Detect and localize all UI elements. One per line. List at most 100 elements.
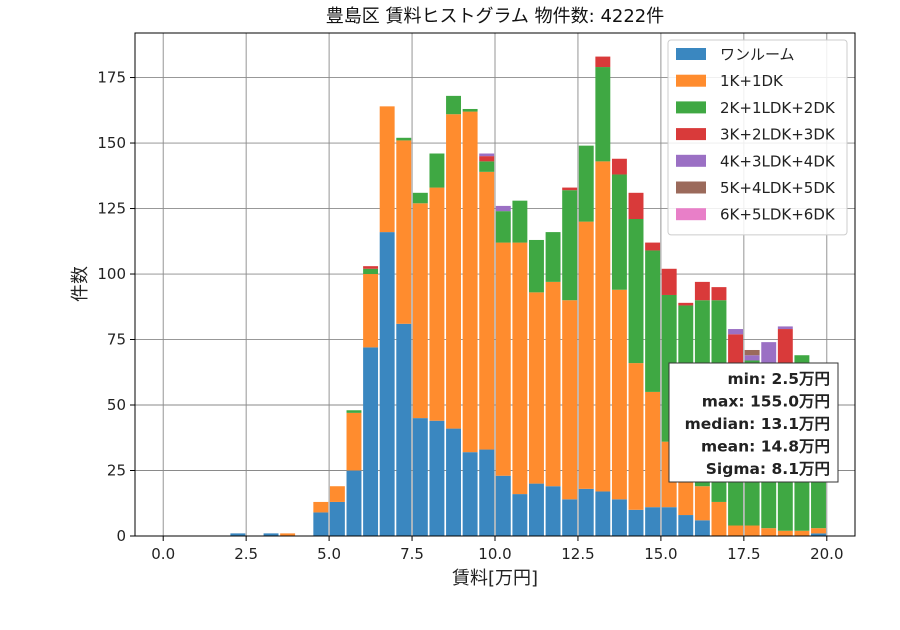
bar-0-19 (545, 486, 561, 536)
bar-2-17 (512, 200, 528, 243)
legend-frame (667, 39, 848, 236)
legend-swatch-3 (676, 128, 706, 141)
legend-swatch-2 (676, 101, 706, 114)
bar-0-11 (412, 418, 428, 536)
bar-1-29 (711, 501, 727, 536)
bar-1-15 (479, 171, 495, 450)
bar-3-30 (728, 334, 744, 369)
bar-1-8 (363, 274, 379, 348)
bar-1-30 (728, 525, 744, 536)
bar-2-14 (462, 108, 478, 112)
bar-2-23 (611, 174, 627, 290)
legend-swatch-1 (676, 74, 706, 87)
bar-0-7 (346, 470, 362, 536)
bar-0-5 (313, 512, 329, 536)
bar-1-33 (777, 530, 793, 536)
bar-1-21 (578, 221, 594, 489)
y-tick-label-4: 100 (97, 265, 126, 283)
bar-4-16 (495, 205, 511, 212)
y-tick-label-6: 150 (97, 134, 126, 152)
bar-0-6 (329, 501, 345, 536)
bar-0-22 (595, 491, 611, 536)
bar-1-10 (396, 140, 412, 324)
bar-2-19 (545, 232, 561, 282)
legend-label-6: 6K+5LDK+6DK (720, 206, 836, 224)
bar-1-6 (329, 486, 345, 502)
x-tick-label-7: 17.5 (727, 545, 760, 563)
bar-1-24 (628, 363, 644, 510)
bar-3-8 (363, 266, 379, 269)
bar-2-15 (479, 161, 495, 172)
stats-line-1: max: 155.0万円 (702, 393, 830, 411)
bar-0-16 (495, 475, 511, 536)
y-tick-label-3: 75 (107, 331, 126, 349)
bar-4-32 (761, 342, 777, 366)
bar-1-20 (562, 300, 578, 500)
legend-swatch-0 (676, 48, 706, 60)
bar-0-15 (479, 449, 495, 536)
x-tick-label-2: 5.0 (317, 545, 341, 563)
legend: ワンルーム 1K+1DK 2K+1LDK+2DK 3K+2LDK+3DK 4K+3LDK… (667, 39, 848, 236)
bar-1-3 (280, 533, 296, 536)
bar-1-13 (446, 114, 461, 429)
bar-1-16 (495, 242, 511, 476)
bar-3-20 (562, 187, 578, 191)
bar-1-23 (611, 289, 627, 500)
bar-1-18 (529, 292, 544, 484)
bar-0-24 (628, 509, 644, 536)
bar-0-12 (429, 420, 445, 536)
x-axis-title: 賃料[万円] (452, 568, 538, 589)
bar-1-22 (595, 161, 611, 492)
legend-label-1: 1K+1DK (720, 72, 784, 90)
bar-3-26 (661, 268, 677, 295)
bar-1-5 (313, 501, 329, 513)
x-tick-label-4: 10.0 (478, 545, 511, 563)
bar-2-10 (396, 137, 412, 141)
bar-2-13 (446, 95, 461, 115)
bar-2-8 (363, 268, 379, 275)
axis-ticks: 0.0 2.5 5.0 7.5 10.0 12.5 15.0 17.5 20.0 0 25 50 75 1… (97, 69, 843, 563)
bar-0-23 (611, 499, 627, 536)
bar-1-7 (346, 412, 362, 471)
bar-1-32 (761, 528, 777, 536)
x-tick-label-1: 2.5 (234, 545, 258, 563)
y-tick-label-7: 175 (97, 69, 126, 87)
bar-0-35 (811, 533, 826, 536)
bar-0-21 (578, 488, 594, 536)
bar-2-12 (429, 153, 445, 188)
legend-swatch-4 (676, 154, 706, 167)
legend-swatch-6 (676, 208, 706, 221)
legend-label-4: 4K+3LDK+4DK (720, 152, 836, 170)
y-tick-label-1: 25 (107, 462, 126, 480)
stats-line-4: Sigma: 8.1万円 (706, 460, 830, 478)
stats-box: min: 2.5万円 max: 155.0万円 median: 13.1万円 mean… (668, 362, 839, 483)
bar-2-18 (529, 239, 544, 293)
y-tick-label-0: 0 (116, 527, 126, 545)
stats-line-0: min: 2.5万円 (727, 370, 830, 388)
bar-0-13 (446, 428, 461, 536)
bar-0-27 (678, 515, 694, 536)
bar-2-24 (628, 219, 644, 364)
stats-line-2: median: 13.1万円 (685, 415, 830, 433)
bar-1-34 (794, 530, 810, 536)
bar-1-9 (379, 106, 395, 233)
bar-2-11 (412, 192, 428, 204)
bar-3-25 (645, 242, 661, 251)
x-tick-label-6: 15.0 (644, 545, 677, 563)
bar-0-28 (694, 520, 710, 536)
x-tick-label-5: 12.5 (561, 545, 594, 563)
y-tick-label-2: 50 (107, 396, 126, 414)
bar-4-33 (777, 326, 793, 330)
x-tick-label-3: 7.5 (400, 545, 424, 563)
bar-0-0 (230, 533, 246, 536)
bar-0-14 (462, 452, 478, 536)
stats-box-frame (668, 362, 839, 483)
stats-line-3: mean: 14.8万円 (701, 438, 830, 456)
bar-2-21 (578, 145, 594, 222)
bar-1-28 (694, 486, 710, 521)
bar-2-7 (346, 410, 362, 413)
bar-4-15 (479, 153, 495, 157)
bar-1-17 (512, 242, 528, 495)
bar-2-20 (562, 190, 578, 301)
